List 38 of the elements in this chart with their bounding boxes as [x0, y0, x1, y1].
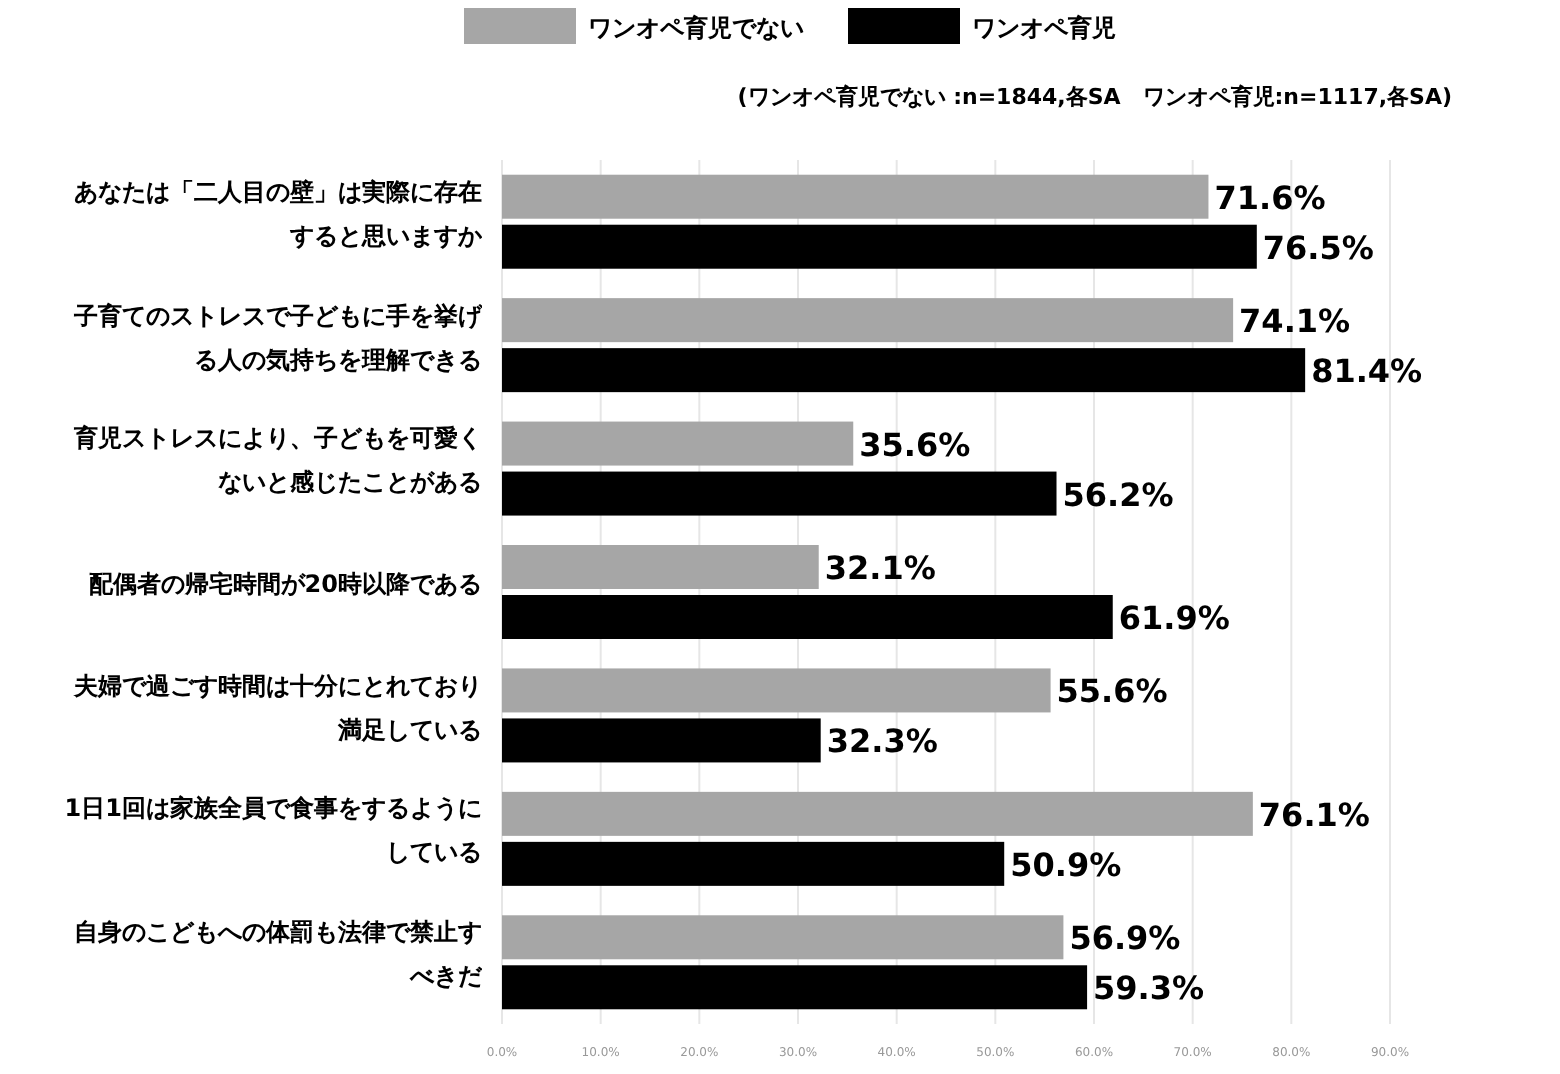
y-tick-label: 1日1回は家族全員で食事をするようにしている: [62, 792, 482, 871]
data-label: 50.9%: [1010, 845, 1122, 884]
bar: [502, 718, 821, 763]
y-tick-label: 子育てのストレスで子どもに手を挙げる人の気持ちを理解できる: [72, 299, 482, 378]
data-label: 56.9%: [1069, 919, 1181, 958]
y-tick-label: あなたは「二人目の壁」は実際に存在すると思いますか: [72, 175, 482, 254]
legend-label: ワンオペ育児でない: [588, 14, 804, 42]
bar: [502, 668, 1051, 713]
bar: [502, 545, 819, 589]
data-label: 76.1%: [1258, 795, 1370, 834]
bar: [502, 595, 1113, 639]
data-label: 81.4%: [1311, 352, 1423, 391]
data-label: 56.2%: [1062, 475, 1174, 514]
data-label: 55.6%: [1056, 672, 1168, 711]
text: (ワンオペ育児でない :n=1844,各SA ワンオペ育児:n=1117,各SA): [737, 84, 1452, 110]
data-label: 32.3%: [826, 722, 938, 761]
bar: [502, 348, 1306, 393]
bar: [502, 298, 1234, 343]
bar: [502, 174, 1209, 219]
bar: [502, 471, 1057, 516]
data-label: 61.9%: [1118, 599, 1230, 637]
data-label: 76.5%: [1262, 228, 1374, 267]
data-label: 32.1%: [824, 549, 936, 587]
data-label: 35.6%: [859, 425, 971, 464]
y-tick-label: 夫婦で過ごす時間は十分にとれており満足している: [71, 669, 482, 748]
bar: [502, 421, 854, 466]
legend-label: ワンオペ育児: [972, 14, 1116, 42]
y-tick-label: 自身のこどもへの体罰も法律で禁止すべきだ: [72, 916, 482, 995]
bar: [502, 841, 1005, 886]
bar: [502, 224, 1257, 269]
y-tick-label: 育児ストレスにより、子どもを可愛くないと感じたことがある: [72, 422, 482, 501]
data-label: 59.3%: [1093, 969, 1205, 1008]
data-label: 74.1%: [1239, 302, 1351, 341]
bar: [502, 915, 1064, 960]
data-label: 71.6%: [1214, 178, 1326, 217]
y-tick-label: 配偶者の帰宅時間が20時以降である: [86, 568, 482, 602]
bar: [502, 965, 1088, 1010]
bar: [502, 791, 1253, 836]
